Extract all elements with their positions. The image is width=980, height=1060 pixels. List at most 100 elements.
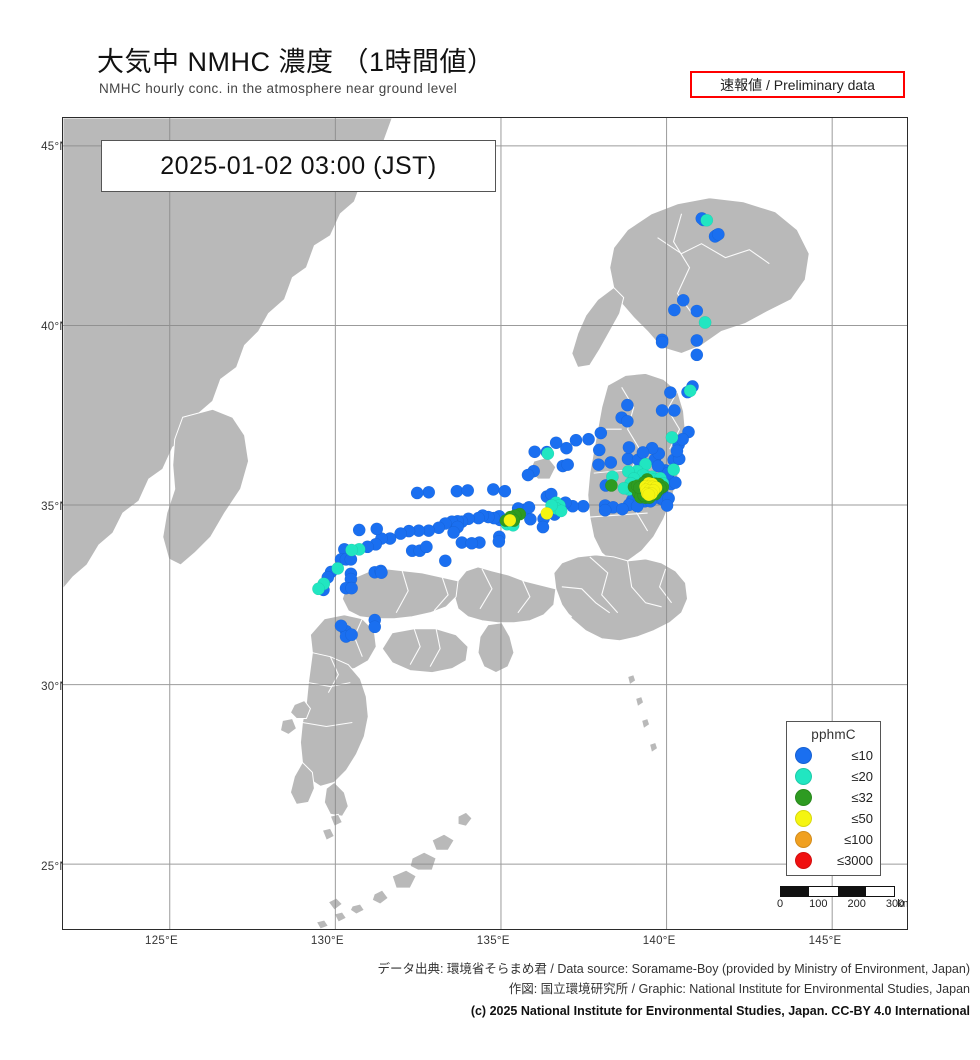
scale-bar-unit: km	[897, 898, 907, 910]
station-point	[331, 561, 345, 575]
legend-item[interactable]: ≤100	[787, 829, 880, 850]
x-tick-minor	[527, 929, 528, 930]
y-axis-label: 40°N	[41, 321, 68, 334]
station-point	[676, 432, 690, 446]
x-tick-minor	[859, 929, 860, 930]
station-point	[438, 554, 452, 568]
station-point	[541, 447, 555, 461]
station-point	[522, 500, 536, 514]
station-point	[410, 486, 424, 500]
y-tick-minor	[62, 222, 63, 223]
scale-seg-2	[809, 887, 838, 896]
x-tick-minor	[428, 929, 429, 930]
x-tick-minor	[229, 929, 230, 930]
station-point	[394, 527, 408, 541]
y-tick-minor	[62, 402, 63, 403]
station-point	[651, 459, 665, 473]
x-tick-minor	[96, 929, 97, 930]
legend-color-swatch	[795, 810, 812, 827]
y-tick-minor	[62, 906, 63, 907]
y-tick-minor	[62, 546, 63, 547]
station-point	[690, 304, 704, 318]
y-tick-minor	[62, 294, 63, 295]
x-tick-minor	[395, 929, 396, 930]
station-point	[642, 488, 656, 502]
legend-item-label: ≤50	[851, 811, 873, 826]
scale-bar-tick-label: 300	[885, 898, 905, 910]
preliminary-data-badge: 速報値 / Preliminary data	[690, 71, 905, 98]
y-tick-minor	[62, 726, 63, 727]
station-point	[582, 432, 595, 446]
station-point	[465, 536, 479, 550]
x-tick-minor	[892, 929, 893, 930]
y-tick-minor	[62, 834, 63, 835]
legend-item[interactable]: ≤50	[787, 808, 880, 829]
y-axis-label: 35°N	[41, 501, 68, 514]
legend-item[interactable]: ≤3000	[787, 850, 880, 871]
legend-item-label: ≤10	[851, 748, 873, 763]
x-axis-label: 135°E	[476, 935, 510, 947]
map-plot-area[interactable]: 2025-01-02 03:00 (JST) pphmC ≤10 ≤20 ≤32 ≤5…	[62, 117, 908, 930]
station-point	[711, 227, 725, 241]
scale-bar-labels: 0 100 200 300km	[777, 898, 907, 913]
x-tick-minor	[793, 929, 794, 930]
footer-copyright: (c) 2025 National Institute for Environm…	[470, 1004, 970, 1018]
station-point	[368, 620, 382, 634]
legend-item[interactable]: ≤20	[787, 766, 880, 787]
station-point	[521, 468, 535, 482]
station-point	[665, 430, 679, 444]
station-point	[663, 386, 677, 399]
station-point	[594, 426, 608, 440]
y-tick-major	[62, 870, 63, 871]
station-point	[698, 316, 712, 329]
station-point	[549, 436, 563, 450]
y-tick-minor	[62, 438, 63, 439]
station-point	[561, 458, 575, 472]
x-tick-minor	[693, 929, 694, 930]
legend-rows: ≤10 ≤20 ≤32 ≤50 ≤100 ≤3000	[787, 745, 880, 871]
legend-item[interactable]: ≤32	[787, 787, 880, 808]
station-point	[345, 628, 359, 642]
station-point	[592, 443, 606, 457]
x-tick-minor	[362, 929, 363, 930]
station-point	[554, 504, 568, 518]
y-tick-minor	[62, 186, 63, 187]
x-axis-label: 140°E	[642, 935, 676, 947]
x-tick-minor	[262, 929, 263, 930]
x-axis-label: 145°E	[808, 935, 842, 947]
x-tick-minor	[129, 929, 130, 930]
station-point	[461, 484, 475, 497]
station-point	[690, 334, 704, 347]
scale-bar: 0 100 200 300km	[777, 886, 907, 913]
station-point	[667, 463, 681, 477]
y-axis-label: 25°N	[41, 860, 68, 873]
legend-item-label: ≤100	[844, 832, 873, 847]
legend: pphmC ≤10 ≤20 ≤32 ≤50 ≤100 ≤3000	[786, 721, 881, 876]
y-axis-label: 30°N	[41, 680, 68, 693]
x-tick-major	[660, 929, 661, 930]
station-point	[540, 506, 554, 520]
station-point	[498, 484, 512, 498]
scale-bar-tick-label: 100	[809, 898, 828, 910]
japan-map-svg	[63, 118, 907, 929]
station-point	[559, 441, 573, 455]
x-tick-minor	[627, 929, 628, 930]
station-point	[536, 520, 550, 534]
legend-item[interactable]: ≤10	[787, 745, 880, 766]
station-point	[676, 293, 690, 307]
y-tick-minor	[62, 258, 63, 259]
x-tick-minor	[760, 929, 761, 930]
scale-bar-tick-label: 200	[847, 898, 866, 910]
footer-data-source: データ出典: 環境省そらまめ君 / Data source: Soramame-…	[377, 962, 970, 976]
station-point	[683, 384, 697, 398]
scale-seg-4	[865, 887, 894, 896]
station-point	[667, 404, 681, 417]
x-tick-minor	[461, 929, 462, 930]
station-point	[667, 303, 681, 317]
station-point	[492, 535, 506, 548]
station-point	[370, 522, 384, 536]
station-point	[700, 213, 714, 227]
station-point	[660, 499, 674, 512]
station-point	[622, 440, 636, 454]
footer: データ出典: 環境省そらまめ君 / Data source: Soramame-…	[0, 960, 980, 1022]
